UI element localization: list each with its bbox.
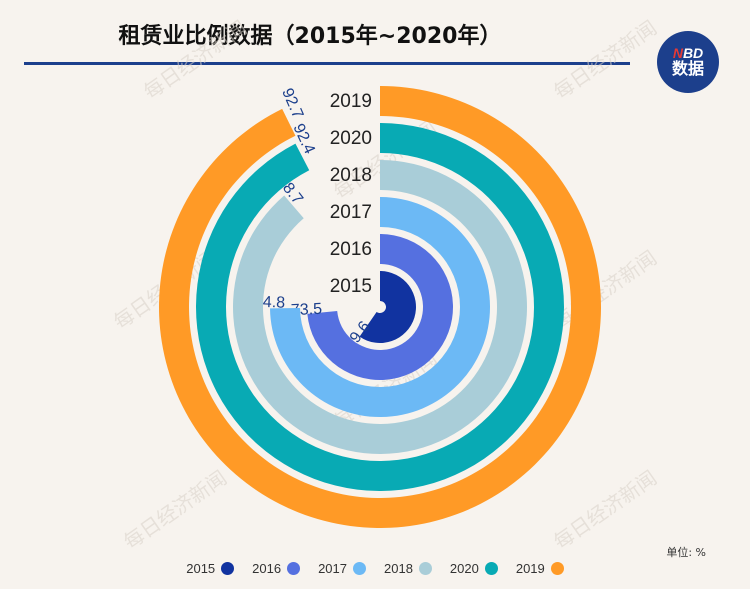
logo-letters-bd: BD — [682, 45, 704, 62]
legend-label: 2016 — [252, 561, 282, 576]
unit-label: 单位: % — [666, 546, 706, 559]
legend-item-2020[interactable]: 2020 — [450, 561, 498, 576]
legend-swatch — [221, 562, 235, 575]
legend-swatch — [550, 562, 564, 575]
bar-2015 — [359, 271, 416, 343]
watermark-text: 每日经济新闻 — [119, 466, 231, 554]
legend-item-2016[interactable]: 2016 — [252, 561, 301, 576]
legend-item-2018[interactable]: 2018 — [384, 561, 432, 576]
chart-legend: 2015 2016 2017 2018 2020 2019 — [0, 561, 750, 576]
category-label-2016: 2016 — [330, 239, 372, 260]
legend-swatch — [418, 562, 432, 575]
category-label-2019: 2019 — [330, 91, 372, 112]
legend-label: 2017 — [318, 561, 347, 576]
bar-2016 — [307, 234, 453, 380]
legend-label: 2020 — [449, 561, 479, 576]
watermark-text: 每日经济新闻 — [549, 16, 661, 104]
legend-swatch — [287, 562, 301, 575]
logo-subtitle: 数据 — [671, 58, 704, 78]
category-label-2018: 2018 — [330, 165, 372, 186]
category-label-2015: 2015 — [330, 276, 372, 297]
legend-item-2015[interactable]: 2015 — [186, 561, 235, 576]
chart-title: 租赁业比例数据（2015年~2020年） — [118, 24, 502, 49]
legend-label: 2015 — [186, 561, 216, 576]
logo-letter-n: N — [672, 45, 683, 62]
legend-item-2019[interactable]: 2019 — [516, 561, 564, 576]
category-label-2017: 2017 — [330, 202, 372, 223]
legend-label: 2019 — [515, 561, 545, 576]
nbd-logo: NBD 数据 — [657, 31, 719, 93]
category-label-2020: 2020 — [330, 128, 372, 149]
legend-item-2017[interactable]: 2017 — [318, 561, 366, 576]
legend-swatch — [353, 562, 366, 575]
legend-label: 2018 — [384, 561, 413, 576]
watermark-text: 每日经济新闻 — [549, 466, 661, 554]
title-divider — [24, 62, 630, 65]
legend-swatch — [484, 562, 498, 575]
watermark-text: 每日经济新闻 — [139, 16, 251, 104]
